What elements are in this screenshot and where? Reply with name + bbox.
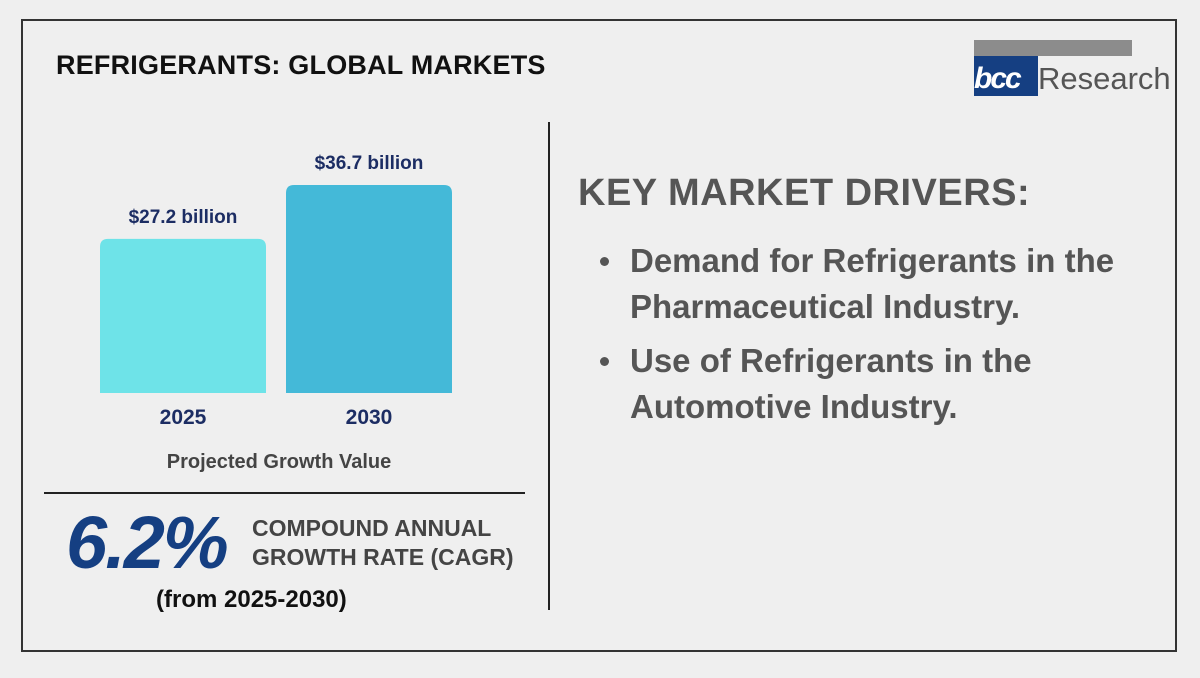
cagr-period: (from 2025-2030) — [156, 586, 347, 613]
bar-2025 — [100, 238, 266, 393]
horizontal-divider — [44, 492, 525, 494]
cagr-label-line2: GROWTH RATE (CAGR) — [252, 544, 514, 570]
x-axis-label: Projected Growth Value — [167, 451, 392, 473]
drivers-list: Demand for Refrigerants in the Pharmaceu… — [598, 238, 1158, 438]
vertical-divider — [548, 122, 550, 610]
logo-research-text: Research — [1038, 61, 1171, 96]
x-tick-label: 2030 — [346, 406, 393, 429]
drivers-title: KEY MARKET DRIVERS: — [578, 172, 1031, 214]
driver-item: Use of Refrigerants in the Automotive In… — [598, 338, 1158, 430]
page-title: REFRIGERANTS: GLOBAL MARKETS — [56, 50, 546, 80]
cagr-label-line1: COMPOUND ANNUAL — [252, 515, 492, 541]
driver-item-line2: Automotive Industry. — [630, 388, 958, 425]
driver-item-line2: Pharmaceutical Industry. — [630, 288, 1021, 325]
data-label-2030: $36.7 billion — [315, 153, 424, 174]
x-tick-label: 2025 — [160, 406, 207, 429]
growth-bar-chart: $27.2 billion 2025 $36.7 billion 2030 Projec… — [100, 153, 452, 473]
driver-item: Demand for Refrigerants in the Pharmaceu… — [598, 238, 1158, 330]
driver-item-line1: Use of Refrigerants in the — [630, 342, 1032, 379]
cagr-value: 6.2% — [66, 501, 229, 584]
logo-mark-icon — [974, 40, 1132, 96]
bullet-icon — [600, 257, 609, 266]
bcc-research-logo: bcc Research — [970, 40, 1171, 100]
infographic-frame — [21, 19, 1177, 652]
bullet-icon — [600, 357, 609, 366]
bar-2030 — [286, 185, 452, 393]
data-label-2025: $27.2 billion — [129, 207, 238, 228]
logo-bcc-text: bcc — [974, 62, 1022, 95]
driver-item-line1: Demand for Refrigerants in the — [630, 242, 1115, 279]
cagr-label: COMPOUND ANNUAL GROWTH RATE (CAGR) — [252, 514, 532, 572]
